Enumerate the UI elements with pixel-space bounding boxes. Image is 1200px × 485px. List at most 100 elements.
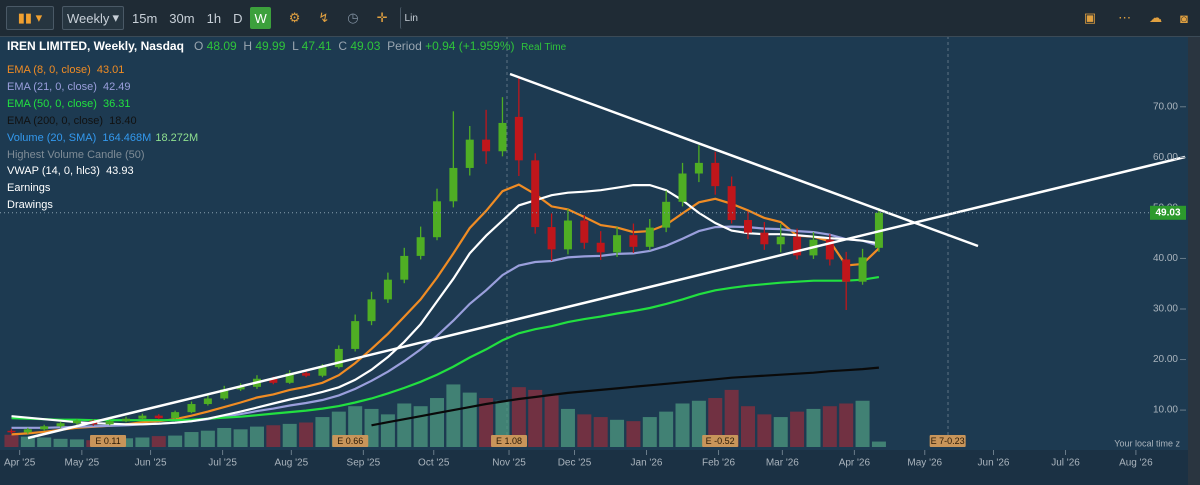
draw-icon[interactable]: ↯	[318, 10, 330, 25]
candle-body	[465, 139, 474, 168]
timeframe-button[interactable]: 1h	[206, 10, 222, 26]
x-tick-label: Jun '26	[978, 458, 1010, 469]
toolbar: ▮▮ ▾ Weekly ▾ 15m 30m 1h D W ⚙ ↯ ◷ ✛ Lin ▣ ⋯ …	[0, 0, 1200, 37]
candle-body	[383, 279, 392, 300]
candle-body	[367, 299, 376, 322]
period-key: Period	[387, 39, 422, 53]
y-tick-label: 10.00	[1153, 405, 1178, 416]
settings-icon[interactable]: ⚙	[288, 10, 301, 25]
volume-bar	[217, 427, 232, 447]
volume-bar	[740, 406, 755, 447]
legend-name: Drawings	[7, 199, 53, 212]
earnings-marker	[491, 435, 528, 447]
bot-icon[interactable]: ▣	[1083, 10, 1097, 25]
more-icon[interactable]: ⋯	[1118, 10, 1132, 25]
time-axis	[0, 450, 1188, 485]
earnings-label: E 1.08	[496, 436, 522, 446]
camera-icon[interactable]: ◙	[1180, 10, 1188, 26]
trend-line[interactable]	[27, 155, 1186, 440]
candle-body	[318, 367, 327, 376]
ohlc-value: 48.09	[206, 39, 237, 53]
x-tick-label: May '25	[64, 458, 99, 469]
legend-name: EMA (21, 0, close)	[7, 80, 97, 93]
candle-body	[285, 373, 294, 383]
candle-body	[858, 257, 867, 282]
volume-bar	[839, 403, 854, 447]
volume-bar	[37, 437, 52, 447]
candle-body	[743, 220, 752, 233]
volume-bar	[53, 438, 68, 447]
candle-body	[400, 255, 409, 280]
ohlc-key: C	[338, 39, 348, 53]
x-tick-label: Jan '26	[631, 458, 663, 469]
trend-line[interactable]	[509, 72, 979, 248]
legend-row: Earnings	[7, 180, 566, 197]
ohlc-value: 49.03	[350, 39, 381, 53]
crosshair-icon[interactable]: ✛	[376, 10, 388, 25]
scale-button[interactable]: Lin	[399, 7, 422, 29]
volume-bar	[249, 426, 264, 447]
timeframe-group: 15m 30m 1h D W	[124, 7, 271, 29]
volume-bar	[626, 421, 641, 447]
volume-bar	[299, 422, 314, 447]
earnings-marker	[929, 435, 966, 447]
volume-bar	[446, 384, 461, 447]
interval-label: Weekly	[67, 10, 110, 26]
timeframe-button[interactable]: 30m	[169, 10, 195, 26]
timeframe-button[interactable]: W	[250, 7, 271, 29]
x-tick-label: Aug '26	[1119, 458, 1153, 469]
candle-body	[154, 415, 163, 419]
legend-name: EMA (8, 0, close)	[7, 64, 91, 76]
candle-body	[825, 239, 834, 260]
legend-name: EMA (50, 0, close)	[7, 97, 97, 110]
legend-row: EMA (8, 0, close) 43.01	[7, 62, 566, 79]
volume-bar	[20, 436, 35, 447]
period-value: +0.94 (+1.959%)	[425, 39, 515, 53]
volume-bar	[675, 403, 690, 447]
volume-bar	[773, 417, 788, 447]
candle-body	[187, 404, 196, 413]
volume-bar	[822, 406, 837, 447]
volume-bar	[577, 414, 592, 447]
candle-body	[23, 429, 32, 433]
volume-bar	[184, 432, 199, 447]
volume-bar	[479, 398, 494, 447]
legend-name: Volume (20, SMA)	[7, 131, 97, 144]
legend-name: Highest Volume Candle (50)	[7, 148, 145, 161]
candle-body	[105, 421, 114, 425]
real-time: Real Time	[521, 42, 567, 53]
y-tick-label: 70.00	[1153, 101, 1178, 112]
legend-value: 18.272M	[155, 131, 199, 144]
timeframe-button[interactable]: 15m	[132, 10, 158, 26]
clock-icon[interactable]: ◷	[347, 10, 359, 25]
candle-body	[547, 227, 556, 250]
cloud-icon[interactable]: ☁	[1149, 10, 1163, 25]
earnings-marker	[332, 435, 369, 447]
volume-bar	[266, 425, 281, 447]
candle-body	[727, 186, 736, 221]
legend-value: 164.468M	[102, 131, 152, 144]
candle-body	[416, 237, 425, 256]
candle-body	[7, 430, 16, 433]
x-tick-label: Oct '25	[418, 458, 450, 469]
legend-value: 42.49	[103, 80, 131, 93]
interval-dropdown[interactable]: Weekly ▾	[62, 6, 124, 30]
candle-body	[842, 259, 851, 282]
chart-type-button[interactable]: ▮▮ ▾	[6, 6, 54, 30]
candle-body	[613, 235, 622, 253]
volume-bar	[135, 437, 150, 447]
x-tick-label: Jun '25	[135, 458, 167, 469]
candle-body	[629, 235, 638, 247]
candle-body	[122, 418, 131, 422]
candle-layer	[7, 78, 883, 434]
timeframe-button[interactable]: D	[233, 10, 243, 26]
candle-body	[531, 160, 540, 228]
candle-body	[596, 242, 605, 253]
candle-body	[433, 201, 442, 238]
x-tick-label: Apr '25	[4, 458, 36, 469]
earnings-label: E 0.66	[337, 436, 363, 446]
ohlc-key: H	[243, 39, 253, 53]
